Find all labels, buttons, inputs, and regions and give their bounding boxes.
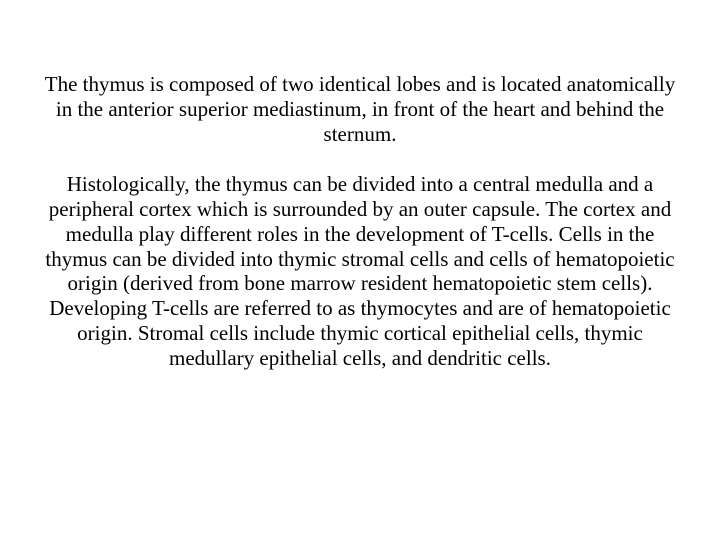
paragraph-1: The thymus is composed of two identical … (40, 72, 680, 146)
document-page: The thymus is composed of two identical … (0, 0, 720, 540)
paragraph-2: Histologically, the thymus can be divide… (40, 172, 680, 370)
